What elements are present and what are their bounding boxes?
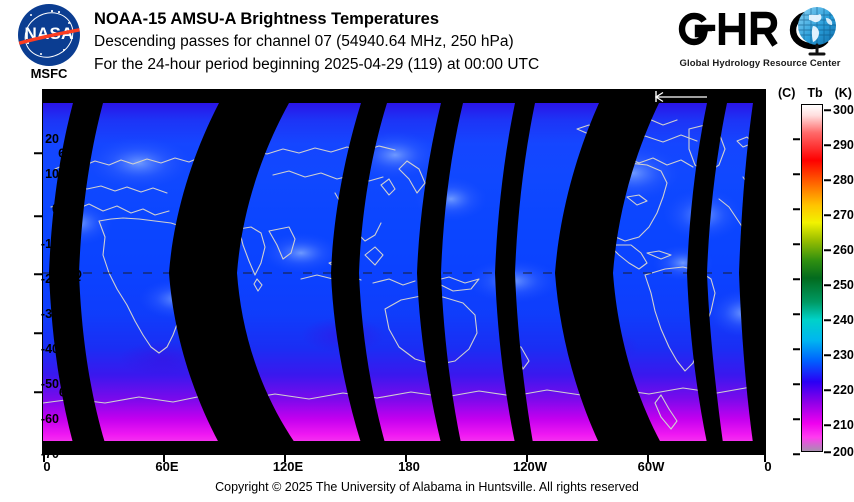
colorbar-gradient[interactable]	[801, 104, 823, 452]
cb-kelvin-tick-290	[824, 144, 831, 146]
cb-kelvin-210: 210	[833, 418, 854, 432]
cb-kelvin-220: 220	[833, 383, 854, 397]
cb-celsius-tick-0	[793, 208, 800, 210]
lon-tick-0-right	[764, 455, 766, 462]
lon-label-0-right: 0	[764, 459, 772, 474]
lat-label-eq: EQ	[63, 266, 82, 282]
lon-label-0: 0	[43, 459, 51, 474]
cb-celsius-20: 20	[45, 132, 59, 146]
cb-celsius-tick-20	[793, 138, 800, 140]
lat-tick-60n	[34, 152, 42, 154]
cb-kelvin-tick-250	[824, 284, 831, 286]
cb-celsius-tick-10	[793, 173, 800, 175]
lon-label-180: 180	[398, 459, 420, 474]
cb-celsius-m60: -60	[40, 412, 59, 426]
cb-kelvin-260: 260	[833, 243, 854, 257]
lon-tick-60e	[163, 455, 165, 462]
lat-tick-30n	[34, 215, 42, 217]
nasa-meatball-icon: NASA	[18, 4, 80, 66]
cb-celsius-m30: -30	[40, 307, 59, 321]
lat-tick-60s	[34, 391, 42, 393]
title-subtitle-period: For the 24-hour period beginning 2025-04…	[94, 56, 540, 73]
cb-celsius-m10: -10	[40, 237, 59, 251]
title-subtitle-channel: Descending passes for channel 07 (54940.…	[94, 33, 514, 50]
nasa-center-label: MSFC	[30, 66, 68, 81]
cb-kelvin-300: 300	[833, 103, 854, 117]
cb-celsius-tick-m50	[793, 383, 800, 385]
lat-label-60n: 60N	[58, 145, 82, 161]
page-title: NOAA-15 AMSU-A Brightness Temperatures	[94, 10, 440, 28]
lon-label-120e: 120E	[272, 459, 304, 474]
ghrc-logo: Global Hydrology Resource Center	[676, 4, 848, 80]
colorbar-celsius-unit: (C)	[778, 86, 796, 100]
colorbar-header: (C) Tb (K)	[778, 86, 852, 100]
cb-kelvin-tick-230	[824, 354, 831, 356]
map-bottom-border-band	[43, 441, 765, 454]
cb-celsius-tick-m40	[793, 348, 800, 350]
cb-kelvin-240: 240	[833, 313, 854, 327]
lon-tick-0	[43, 455, 45, 462]
lat-label-60s: 60S	[58, 384, 82, 400]
colorbar-kelvin-unit: (K)	[834, 86, 852, 100]
cb-kelvin-tick-260	[824, 249, 831, 251]
cb-celsius-m40: -40	[40, 342, 59, 356]
cb-celsius-tick-m20	[793, 278, 800, 280]
cb-celsius-tick-m60	[793, 418, 800, 420]
cb-kelvin-230: 230	[833, 348, 854, 362]
header: NASA MSFC NOAA-15 AMSU-A Brightness Temp…	[0, 0, 854, 86]
cb-kelvin-290: 290	[833, 138, 854, 152]
lon-label-60w: 60W	[637, 459, 665, 474]
nasa-logo: NASA MSFC	[10, 4, 86, 84]
lat-tick-eq	[34, 273, 42, 275]
cb-kelvin-270: 270	[833, 208, 854, 222]
lon-tick-180	[405, 455, 407, 462]
cb-kelvin-tick-200	[824, 451, 831, 453]
cb-kelvin-tick-210	[824, 424, 831, 426]
cb-celsius-m20: -20	[40, 272, 59, 286]
cb-kelvin-200: 200	[833, 445, 854, 459]
copyright-notice: Copyright © 2025 The University of Alaba…	[215, 480, 639, 494]
cb-kelvin-tick-280	[824, 179, 831, 181]
lat-label-30s: 30S	[58, 325, 82, 341]
lon-tick-60w	[647, 455, 649, 462]
brightness-temperature-field	[43, 103, 765, 443]
cb-celsius-tick-m70	[793, 453, 800, 455]
lat-tick-30s	[34, 332, 42, 334]
pass-direction-marker-icon	[654, 91, 707, 103]
nasa-swoosh-icon	[18, 28, 80, 46]
lon-label-60e: 60E	[155, 459, 179, 474]
lon-tick-120w	[526, 455, 528, 462]
map-panel[interactable]	[42, 89, 766, 455]
lon-label-120w: 120W	[513, 459, 547, 474]
orbit-data-gaps	[49, 103, 765, 443]
lon-tick-120e	[284, 455, 286, 462]
cb-kelvin-250: 250	[833, 278, 854, 292]
cb-celsius-10: 10	[45, 167, 59, 181]
cb-celsius-m50: -50	[40, 377, 59, 391]
title-block: NOAA-15 AMSU-A Brightness Temperatures D…	[94, 8, 674, 76]
lat-label-30n: 30N	[58, 208, 82, 224]
cb-kelvin-tick-240	[824, 319, 831, 321]
cb-celsius-tick-m10	[793, 243, 800, 245]
cb-kelvin-280: 280	[833, 173, 854, 187]
cb-celsius-tick-m30	[793, 313, 800, 315]
cb-celsius-0: 0	[52, 202, 59, 216]
ghrc-subtitle: Global Hydrology Resource Center	[679, 58, 841, 69]
cb-kelvin-tick-270	[824, 214, 831, 216]
ghrc-wordmark-icon	[678, 7, 836, 56]
colorbar-variable-label: Tb	[807, 86, 823, 100]
map-svg	[43, 103, 765, 443]
map-top-border-band	[43, 90, 765, 103]
cb-kelvin-tick-220	[824, 389, 831, 391]
cb-kelvin-tick-300	[824, 109, 831, 111]
